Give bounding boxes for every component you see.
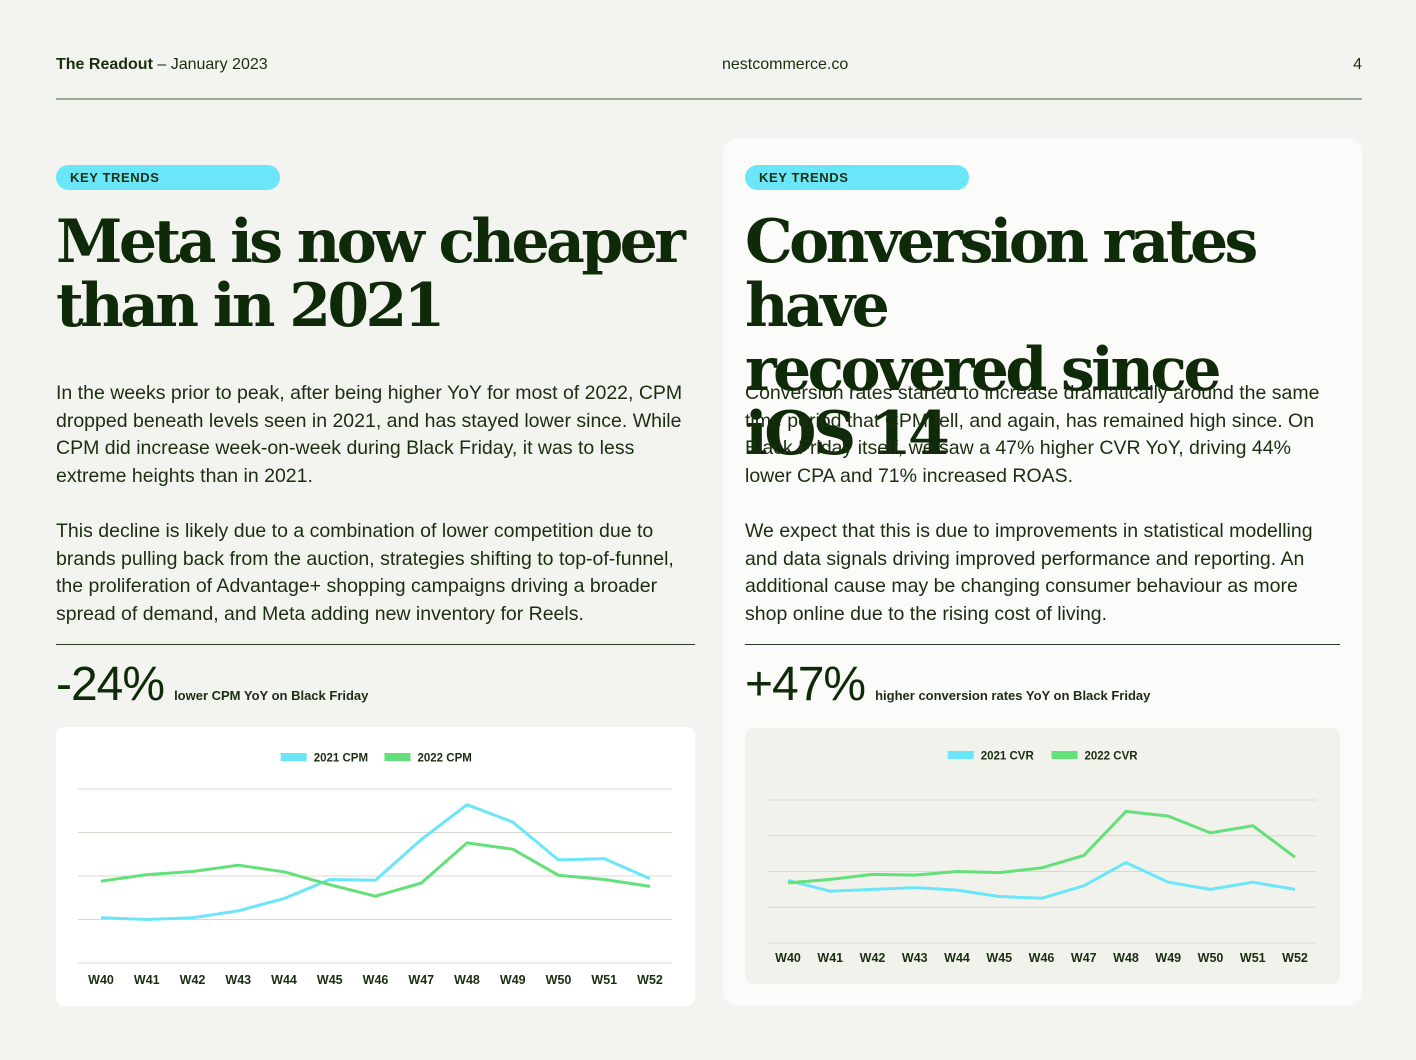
x-tick-label: W52 (1282, 951, 1308, 965)
publication-line: The Readout – January 2023 (56, 56, 268, 74)
section-conversion-rates: KEY TRENDS Conversion rates have recover… (723, 138, 1362, 1006)
x-tick-label: W41 (134, 973, 160, 987)
stat-label: lower CPM YoY on Black Friday (174, 688, 369, 703)
legend-swatch (384, 753, 411, 761)
site-url[interactable]: nestcommerce.co (722, 56, 849, 73)
x-tick-label: W42 (860, 951, 886, 965)
x-tick-label: W48 (454, 973, 480, 987)
x-tick-label: W40 (775, 951, 801, 965)
section-meta-cheaper: KEY TRENDS Meta is now cheaper than in 2… (56, 138, 696, 1006)
x-tick-label: W41 (817, 951, 843, 965)
x-tick-label: W45 (986, 951, 1012, 965)
x-tick-label: W49 (1155, 951, 1181, 965)
body-paragraph-1: In the weeks prior to peak, after being … (56, 382, 683, 487)
body-paragraph-2: This decline is likely due to a combinat… (56, 520, 674, 625)
title-line-2: than in 2021 (56, 271, 445, 341)
x-tick-label: W46 (1029, 951, 1055, 965)
x-tick-label: W45 (317, 973, 343, 987)
x-tick-label: W47 (408, 973, 434, 987)
legend-swatch (1051, 751, 1078, 759)
legend-swatch (947, 751, 974, 759)
divider (56, 644, 695, 645)
x-tick-label: W48 (1113, 951, 1139, 965)
cvr-chart: W40 W41 W42 W43 W44 W45 W46 W47 W48 W49 W50 W51 W52 2… (745, 728, 1340, 984)
x-tick-label: W51 (591, 973, 617, 987)
stat-value: -24% (56, 658, 165, 711)
body-paragraph-1: Conversion rates started to increase dra… (745, 382, 1320, 487)
key-trends-badge: KEY TRENDS (745, 165, 969, 190)
x-tick-label: W46 (363, 973, 389, 987)
key-trends-badge: KEY TRENDS (56, 165, 280, 190)
stat-label: higher conversion rates YoY on Black Fri… (875, 688, 1151, 703)
body-paragraph-2: We expect that this is due to improvemen… (745, 520, 1313, 625)
cpm-line-chart: W40 W41 W42 W43 W44 W45 W46 W47 W48 W49 W50 W51 W52 2… (78, 753, 672, 987)
title-line-1: Meta is now cheaper (56, 207, 686, 277)
cvr-line-chart: W40 W41 W42 W43 W44 W45 W46 W47 W48 W49 W50 W51 W52 2… (767, 751, 1316, 965)
page-number: 4 (1353, 56, 1362, 73)
issue-date: – January 2023 (157, 56, 268, 73)
section-title: Conversion rates have recovered since iO… (745, 210, 1341, 466)
cpm-chart: W40 W41 W42 W43 W44 W45 W46 W47 W48 W49 W50 W51 W52 2… (56, 727, 695, 1006)
title-line-2: recovered since iOS 14 (745, 335, 1222, 469)
series-line-2021-cvr (787, 861, 1296, 900)
series-line-2022-cpm (100, 841, 651, 898)
series-line-2021-cpm (100, 803, 651, 921)
divider (745, 644, 1340, 645)
x-tick-label: W50 (1198, 951, 1224, 965)
series-line-2022-cvr (787, 809, 1296, 885)
x-tick-label: W47 (1071, 951, 1097, 965)
page-header: The Readout – January 2023 nestcommerce.… (56, 0, 1362, 100)
section-title: Meta is now cheaper than in 2021 (56, 207, 686, 341)
x-tick-label: W51 (1240, 951, 1266, 965)
x-tick-label: W50 (546, 973, 572, 987)
stat-callout: +47% higher conversion rates YoY on Black… (745, 658, 1150, 712)
x-tick-label: W44 (944, 951, 970, 965)
legend-swatch (280, 753, 307, 761)
legend-label: 2022 CVR (1085, 751, 1139, 763)
x-tick-label: W49 (500, 973, 526, 987)
title-line-1: Conversion rates have (745, 207, 1258, 341)
stat-value: +47% (745, 658, 866, 711)
x-tick-label: W43 (902, 951, 928, 965)
legend-label: 2021 CVR (981, 751, 1035, 763)
x-tick-label: W44 (271, 973, 297, 987)
stat-callout: -24% lower CPM YoY on Black Friday (56, 658, 368, 712)
x-tick-label: W42 (180, 973, 206, 987)
x-tick-label: W52 (637, 973, 663, 987)
legend-label: 2021 CPM (314, 753, 368, 765)
legend-label: 2022 CPM (418, 753, 472, 765)
x-tick-label: W40 (88, 973, 114, 987)
x-tick-label: W43 (225, 973, 251, 987)
publication-name: The Readout (56, 56, 153, 73)
